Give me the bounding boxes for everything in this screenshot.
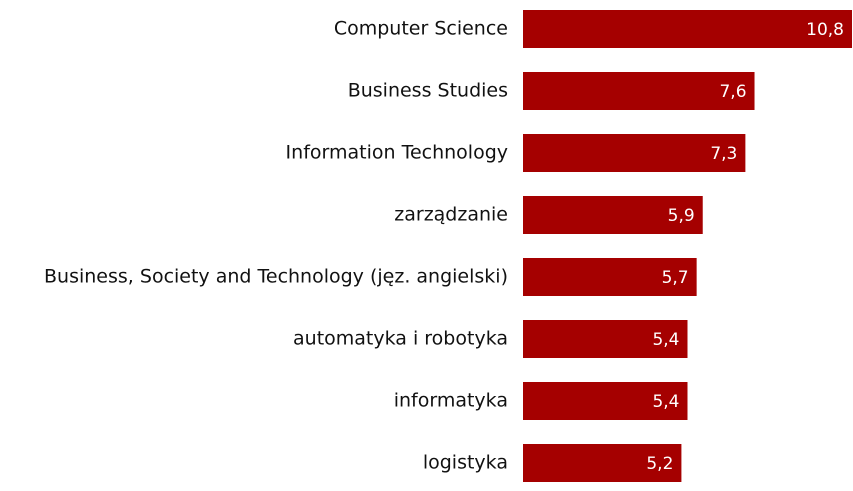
value-label: 5,9	[668, 206, 695, 226]
value-label: 5,2	[646, 454, 673, 474]
bar	[523, 258, 697, 296]
category-label: informatyka	[394, 390, 508, 412]
value-label: 7,3	[710, 144, 737, 164]
category-label: Information Technology	[286, 142, 508, 164]
category-label: automatyka i robotyka	[293, 328, 508, 350]
bar	[523, 10, 852, 48]
category-label: Computer Science	[334, 18, 508, 40]
bar	[523, 196, 703, 234]
category-label: Business, Society and Technology (jęz. a…	[44, 266, 508, 288]
value-label: 7,6	[719, 82, 746, 102]
bar	[523, 72, 755, 110]
value-label: 10,8	[806, 20, 844, 40]
value-label: 5,7	[662, 268, 689, 288]
bar	[523, 444, 682, 482]
bar	[523, 134, 746, 172]
category-label: logistyka	[423, 452, 508, 474]
category-label: Business Studies	[348, 80, 508, 102]
category-label: zarządzanie	[394, 204, 508, 226]
value-label: 5,4	[652, 330, 679, 350]
bar	[523, 320, 688, 358]
bar	[523, 382, 688, 420]
value-label: 5,4	[652, 392, 679, 412]
